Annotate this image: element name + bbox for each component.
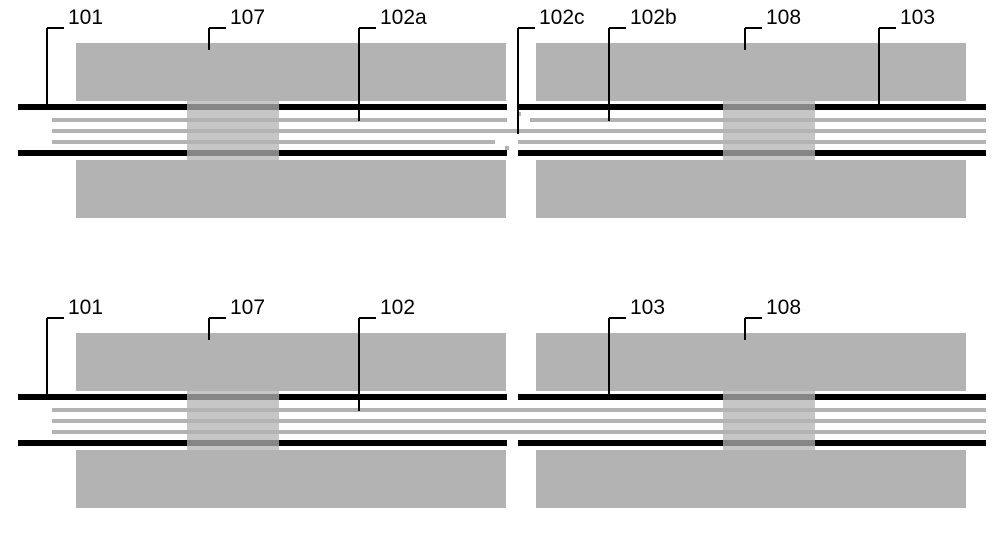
bottom-label-101: 101 (68, 296, 103, 319)
bottom-label-108: 108 (766, 296, 801, 319)
top-label-101: 101 (68, 6, 103, 29)
technical-diagram: 101 107 102a 102c 102b 108 103 101 107 102 103 108 (0, 0, 1000, 558)
top-panel: 101 107 102a 102c 102b 108 103 (18, 6, 986, 218)
top-label-102a: 102a (380, 6, 427, 29)
top-block-top-right (536, 43, 966, 101)
top-label-102c: 102c (539, 6, 585, 29)
bottom-block-top-left (76, 333, 506, 391)
top-label-108: 108 (766, 6, 801, 29)
top-block-top-left (76, 43, 506, 101)
top-block-bot-left (76, 160, 506, 218)
bottom-block-bot-left (76, 450, 506, 508)
top-label-102b: 102b (630, 6, 677, 29)
bottom-label-102: 102 (380, 296, 415, 319)
bottom-stem-right (723, 391, 815, 450)
bottom-block-bot-right (536, 450, 966, 508)
bottom-panel: 101 107 102 103 108 (18, 296, 986, 508)
bottom-stem-left (187, 391, 279, 450)
top-block-bot-right (536, 160, 966, 218)
top-label-107: 107 (230, 6, 265, 29)
bottom-label-103: 103 (630, 296, 665, 319)
top-stem-left (187, 101, 279, 160)
bottom-block-top-right (536, 333, 966, 391)
top-stem-right (723, 101, 815, 160)
top-label-103: 103 (900, 6, 935, 29)
bottom-label-107: 107 (230, 296, 265, 319)
